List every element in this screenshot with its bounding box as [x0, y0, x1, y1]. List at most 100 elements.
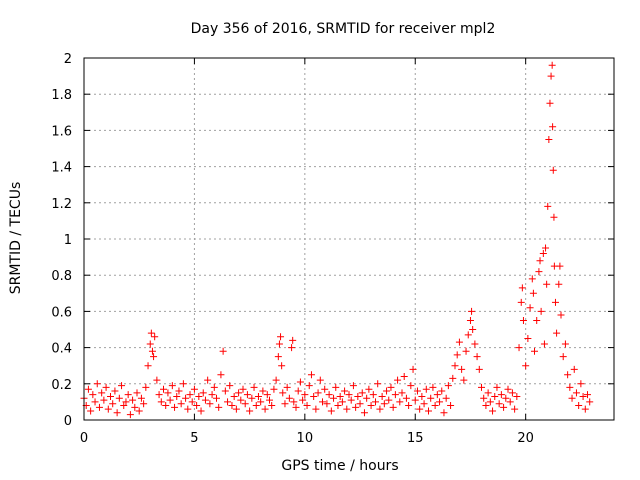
data-point — [539, 249, 547, 257]
data-point — [93, 380, 101, 388]
data-point — [147, 329, 155, 337]
data-point — [537, 307, 545, 315]
data-point — [522, 362, 530, 370]
data-point — [201, 396, 209, 404]
data-point — [551, 298, 559, 306]
y-tick-label: 1.2 — [51, 197, 72, 212]
data-point — [555, 280, 563, 288]
data-point — [413, 387, 421, 395]
data-point — [184, 405, 192, 413]
data-point — [166, 396, 174, 404]
data-point — [208, 391, 216, 399]
data-point — [175, 387, 183, 395]
data-point — [502, 394, 510, 402]
x-tick-label: 20 — [517, 431, 534, 446]
data-point — [129, 396, 137, 404]
data-point — [98, 389, 106, 397]
data-point — [310, 392, 318, 400]
data-point — [257, 398, 265, 406]
data-point — [135, 407, 143, 415]
data-point — [330, 394, 338, 402]
data-point — [529, 289, 537, 297]
data-point — [213, 394, 220, 402]
data-point — [385, 396, 393, 404]
data-point — [334, 402, 342, 410]
data-point — [140, 400, 148, 408]
data-point — [177, 400, 185, 408]
y-tick-label: 1.8 — [51, 88, 72, 103]
data-point — [535, 268, 543, 276]
data-point — [369, 391, 377, 399]
data-point — [274, 353, 282, 361]
data-point — [372, 398, 379, 406]
data-point — [444, 382, 452, 390]
data-point — [447, 402, 455, 410]
data-point — [436, 398, 444, 406]
data-point — [577, 380, 585, 388]
y-tick-label: 1.6 — [51, 124, 72, 139]
data-point — [148, 347, 156, 355]
y-tick-label: 0 — [64, 414, 72, 429]
data-point — [115, 394, 123, 402]
data-point — [332, 383, 340, 391]
data-point — [508, 389, 516, 397]
data-point — [111, 387, 119, 395]
data-point — [186, 391, 194, 399]
data-point — [107, 392, 114, 400]
data-point — [327, 407, 335, 415]
data-point — [528, 275, 536, 283]
data-point — [363, 394, 371, 402]
data-point — [336, 392, 344, 400]
data-point — [581, 405, 589, 413]
y-tick-label: 0.6 — [51, 305, 72, 320]
data-point — [217, 371, 225, 379]
data-point — [95, 403, 103, 411]
data-point — [396, 398, 404, 406]
data-point — [422, 385, 430, 393]
data-point — [226, 382, 234, 390]
data-point — [179, 380, 187, 388]
data-point — [425, 407, 432, 415]
data-point — [235, 389, 243, 397]
data-point — [506, 398, 514, 406]
data-point — [455, 338, 463, 346]
data-point — [545, 135, 553, 143]
data-point — [173, 392, 181, 400]
data-point — [219, 347, 227, 355]
data-point — [204, 376, 212, 384]
data-point — [228, 402, 236, 410]
data-point — [171, 403, 179, 411]
data-point — [100, 396, 108, 404]
data-point — [221, 387, 229, 395]
data-point — [162, 402, 170, 410]
y-tick-label: 1 — [64, 233, 72, 248]
data-point — [193, 402, 201, 410]
data-point — [411, 396, 419, 404]
data-point — [480, 394, 488, 402]
data-point — [570, 365, 578, 373]
y-tick-label: 0.4 — [51, 342, 72, 357]
data-point — [584, 391, 591, 399]
data-point — [453, 351, 461, 359]
data-point — [513, 392, 521, 400]
data-point — [517, 298, 525, 306]
data-point — [484, 389, 492, 397]
data-point — [354, 392, 362, 400]
y-tick-label: 0.8 — [51, 269, 72, 284]
data-point — [254, 392, 262, 400]
data-point — [239, 385, 247, 393]
data-point — [278, 362, 286, 370]
x-tick-label: 15 — [407, 431, 424, 446]
data-point — [493, 383, 501, 391]
data-point — [102, 383, 110, 391]
data-point — [475, 365, 483, 373]
x-tick-label: 10 — [297, 431, 314, 446]
data-point — [524, 335, 532, 343]
data-point — [341, 387, 349, 395]
data-point — [536, 257, 544, 265]
data-point — [462, 347, 470, 355]
data-point — [157, 398, 165, 406]
data-point — [277, 333, 285, 341]
data-point — [294, 387, 302, 395]
data-point — [575, 402, 583, 410]
